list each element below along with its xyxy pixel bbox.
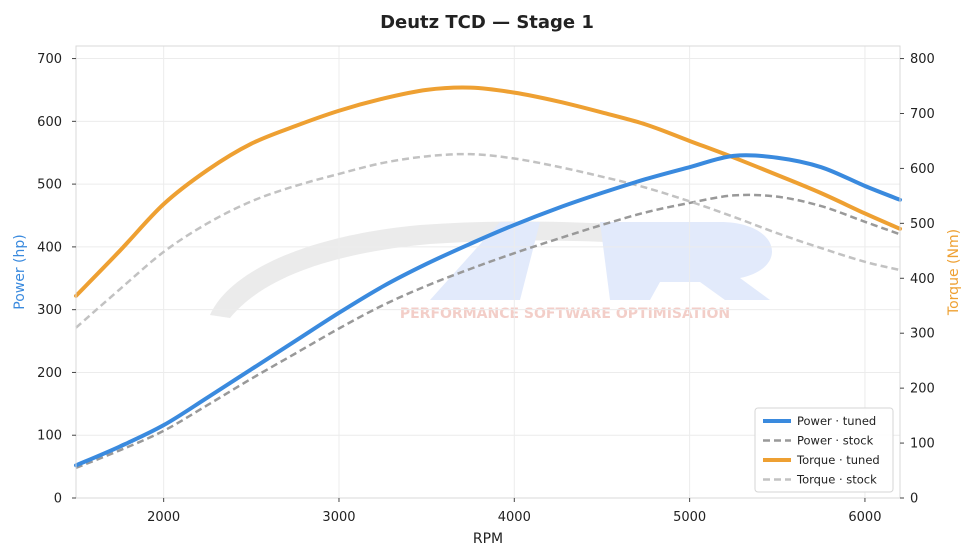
x-axis-label: RPM xyxy=(473,531,503,547)
x-tick-label: 2000 xyxy=(147,510,180,525)
y-left-tick-label: 300 xyxy=(37,303,62,318)
x-tick-label: 4000 xyxy=(498,510,531,525)
y-right-tick-label: 0 xyxy=(910,492,918,507)
x-tick-label: 3000 xyxy=(322,510,355,525)
series-line-power-stock xyxy=(75,193,901,470)
y-left-tick-label: 500 xyxy=(37,178,62,193)
y-right-tick-label: 200 xyxy=(910,382,935,397)
x-tick-label: 5000 xyxy=(673,510,706,525)
legend: Power · tuned Power · stock Torque · tuned… xyxy=(754,407,894,493)
x-axis: 2000 3000 4000 5000 6000 xyxy=(147,498,881,525)
y-left-tick-label: 700 xyxy=(37,52,62,67)
series-line-torque-tuned xyxy=(74,85,902,298)
y-left-tick-label: 200 xyxy=(37,366,62,381)
y-right-tick-label: 500 xyxy=(910,217,935,232)
plot-frame xyxy=(75,45,901,499)
legend-label: Power · tuned xyxy=(797,414,876,428)
series-line-torque-stock xyxy=(75,152,901,329)
y-left-tick-label: 100 xyxy=(37,429,62,444)
y-axis-left-label: Power (hp) xyxy=(12,234,28,309)
watermark-logo: PERFORMANCE SOFTWARE OPTIMISATION xyxy=(210,221,773,322)
series-layer xyxy=(74,85,902,470)
y-right-tick-label: 400 xyxy=(910,272,935,287)
watermark-text: PERFORMANCE SOFTWARE OPTIMISATION xyxy=(400,306,730,322)
y-right-tick-label: 700 xyxy=(910,107,935,122)
x-tick-label: 6000 xyxy=(848,510,881,525)
y-right-tick-label: 600 xyxy=(910,162,935,177)
y-axis-right: 0 100 200 300 400 500 600 700 800 xyxy=(900,52,935,507)
y-left-tick-label: 0 xyxy=(54,492,62,507)
y-right-tick-label: 300 xyxy=(910,327,935,342)
series-line-power-tuned xyxy=(74,153,902,468)
chart-title: Deutz TCD — Stage 1 xyxy=(380,12,594,33)
y-left-tick-label: 600 xyxy=(37,115,62,130)
y-axis-right-label: Torque (Nm) xyxy=(946,229,962,316)
y-right-tick-label: 800 xyxy=(910,52,935,67)
legend-label: Torque · tuned xyxy=(796,453,880,467)
y-right-tick-label: 100 xyxy=(910,437,935,452)
y-axis-left: 0 100 200 300 400 500 600 700 xyxy=(37,52,76,507)
y-left-tick-label: 400 xyxy=(37,240,62,255)
legend-box xyxy=(754,407,894,493)
legend-label: Torque · stock xyxy=(796,473,877,487)
legend-label: Power · stock xyxy=(797,434,874,448)
